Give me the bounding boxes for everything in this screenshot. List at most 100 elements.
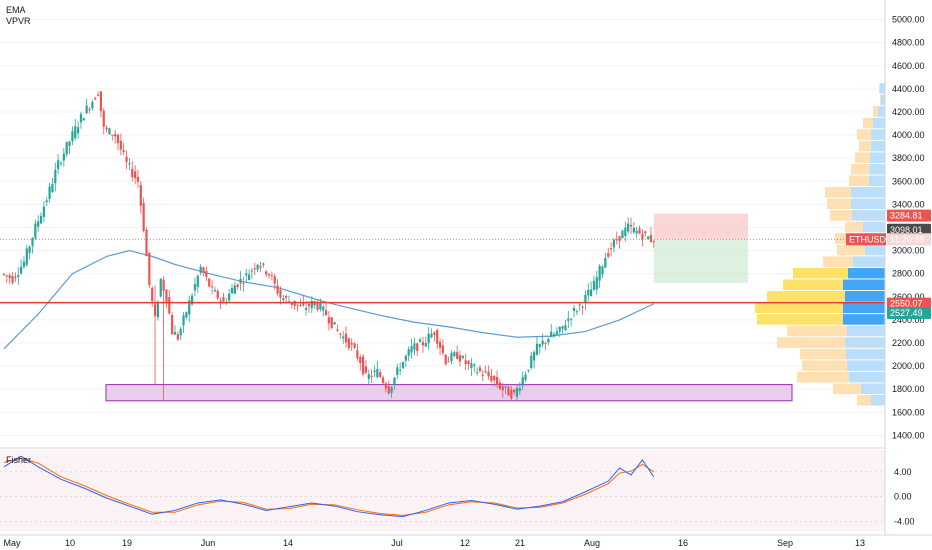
candle-body <box>507 386 510 396</box>
fisher-tick-label: 4.00 <box>894 467 912 477</box>
vp-bar-down <box>833 383 861 395</box>
candle-body <box>450 352 453 362</box>
candle-body <box>547 338 550 343</box>
price-tick-label: 3600.00 <box>892 176 925 186</box>
candle-body <box>82 118 85 121</box>
candle-body <box>168 297 171 314</box>
candle-body <box>467 360 470 365</box>
candle-body <box>555 331 558 335</box>
candle-body <box>433 332 436 336</box>
candle-body <box>490 375 493 381</box>
candle-body <box>2 273 6 275</box>
candle-body <box>173 331 177 335</box>
countdown-bg <box>887 233 931 246</box>
symbol-tag: ETHUSD <box>849 234 887 244</box>
candle-body <box>20 266 23 274</box>
candle-body <box>393 377 396 385</box>
price-tick-label: 2200.00 <box>892 338 925 348</box>
vp-bar-down <box>827 198 851 210</box>
vp-bar-down <box>825 187 851 198</box>
candle-body <box>105 127 108 130</box>
candle-body <box>476 372 479 374</box>
vp-bar-down <box>837 244 865 256</box>
candle-body <box>481 374 484 376</box>
candle-body <box>5 275 8 277</box>
candle-body <box>518 388 521 392</box>
vp-bar-down <box>879 83 880 94</box>
fisher-line <box>3 455 655 518</box>
candle-body <box>11 275 14 283</box>
vp-bar-up <box>861 383 885 395</box>
price-tick-label: 5000.00 <box>892 15 925 25</box>
candle-body <box>185 312 188 318</box>
candle-body <box>253 268 256 270</box>
legend-main[interactable]: EMA VPVR <box>6 5 31 27</box>
candle-body <box>233 285 236 294</box>
candle-body <box>17 274 20 277</box>
candle-body <box>587 289 590 296</box>
price-axis-bg <box>885 0 932 550</box>
candle-body <box>384 383 387 389</box>
candle-body <box>376 368 379 378</box>
candle-body <box>356 350 359 359</box>
candle-body <box>592 280 596 290</box>
candle-body <box>370 375 373 377</box>
candle-body <box>305 308 308 311</box>
legend-fisher[interactable]: Fisher <box>6 455 32 465</box>
candle-body <box>302 303 305 306</box>
candle-body <box>91 101 94 109</box>
candle-body <box>310 300 313 309</box>
candle-body <box>515 387 519 397</box>
candle-body <box>487 371 490 377</box>
candle-body <box>342 336 345 339</box>
candle-body <box>453 352 456 357</box>
candle-body <box>478 367 482 372</box>
candle-body <box>421 342 425 346</box>
vp-bar-up <box>869 175 885 187</box>
tag-current: 3098.01 <box>890 225 923 235</box>
candle-body <box>22 261 26 267</box>
candle-body <box>635 230 638 234</box>
legend-ema[interactable]: EMA <box>6 5 26 15</box>
candle-body <box>125 156 128 162</box>
candle-body <box>567 318 570 321</box>
candle-body <box>458 355 462 362</box>
candle-body <box>265 271 268 275</box>
price-tick-label: 3000.00 <box>892 246 925 256</box>
price-tick-label: 3800.00 <box>892 153 925 163</box>
candle-body <box>242 283 245 285</box>
candle-body <box>128 163 131 165</box>
candle-body <box>119 140 122 150</box>
candle-body <box>114 134 117 137</box>
vp-bar-up <box>880 83 885 94</box>
candle-body <box>470 363 473 368</box>
time-tick-label: Jun <box>201 538 216 548</box>
candle-body <box>139 185 142 206</box>
candle-body <box>396 367 399 375</box>
candle-body <box>641 233 644 240</box>
candle-body <box>510 389 513 399</box>
vp-bar-down <box>800 348 846 360</box>
candle-body <box>262 263 265 265</box>
candle-body <box>116 134 120 144</box>
candle-body <box>609 248 613 250</box>
legend-vpvr[interactable]: VPVR <box>6 16 31 26</box>
tag-support-bg <box>887 297 931 310</box>
candle-body <box>59 163 63 165</box>
candle-body <box>339 333 342 335</box>
candle-body <box>48 186 51 200</box>
candle-body <box>94 98 97 100</box>
candle-body <box>57 160 60 170</box>
candle-body <box>347 338 350 349</box>
vp-bar-down <box>845 221 863 233</box>
candle-body <box>533 352 536 361</box>
candle-body <box>572 307 576 312</box>
demand-zone <box>105 384 793 402</box>
candle-body <box>222 297 225 302</box>
vp-bar-down <box>797 371 849 383</box>
candle-body <box>504 386 507 388</box>
take-profit-box <box>653 239 748 283</box>
price-tick-label: 1600.00 <box>892 407 925 417</box>
